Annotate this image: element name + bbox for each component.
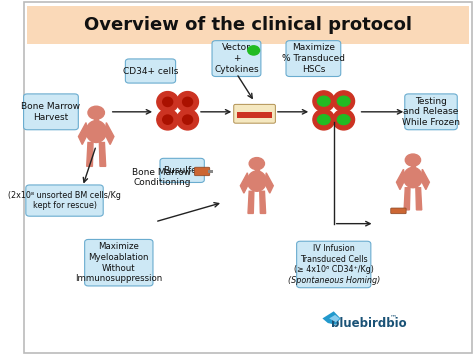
Text: Maximize
% Transduced
HSCs: Maximize % Transduced HSCs xyxy=(282,43,345,74)
Polygon shape xyxy=(79,122,87,144)
Ellipse shape xyxy=(86,121,106,142)
Text: IV Infusion
Transduced Cells
(≥ 4x10⁶ CD34⁺/Kg): IV Infusion Transduced Cells (≥ 4x10⁶ CD… xyxy=(294,244,374,274)
Text: (2x10⁸ unsorted BM cells/Kg
kept for rescue): (2x10⁸ unsorted BM cells/Kg kept for res… xyxy=(8,191,121,211)
Text: Vector
+
Cytokines: Vector + Cytokines xyxy=(214,43,259,74)
Ellipse shape xyxy=(157,109,179,130)
Bar xyxy=(411,162,415,168)
Text: Bone Marrow
Conditioning: Bone Marrow Conditioning xyxy=(132,168,191,187)
Text: Maximize
Myeloablation
Without
Immunosuppression: Maximize Myeloablation Without Immunosup… xyxy=(75,242,163,283)
Circle shape xyxy=(249,158,264,170)
FancyBboxPatch shape xyxy=(391,208,406,214)
Circle shape xyxy=(337,96,350,106)
Polygon shape xyxy=(421,169,429,190)
FancyBboxPatch shape xyxy=(27,6,469,44)
Circle shape xyxy=(88,106,104,119)
Circle shape xyxy=(337,115,350,125)
FancyBboxPatch shape xyxy=(24,94,78,130)
Ellipse shape xyxy=(177,92,199,112)
Polygon shape xyxy=(322,311,340,325)
Text: ™: ™ xyxy=(390,314,397,320)
Ellipse shape xyxy=(182,97,192,106)
Polygon shape xyxy=(100,142,106,166)
FancyBboxPatch shape xyxy=(160,158,204,182)
Circle shape xyxy=(318,96,330,106)
Polygon shape xyxy=(265,173,273,193)
FancyBboxPatch shape xyxy=(405,94,457,130)
Text: Testing
and Release
While Frozen: Testing and Release While Frozen xyxy=(402,97,460,127)
Text: Busulfex: Busulfex xyxy=(163,166,201,175)
Bar xyxy=(237,112,272,118)
Circle shape xyxy=(405,154,420,166)
Ellipse shape xyxy=(163,97,173,106)
Ellipse shape xyxy=(313,109,335,130)
Circle shape xyxy=(248,46,260,55)
Polygon shape xyxy=(416,188,422,210)
Ellipse shape xyxy=(157,92,179,112)
FancyBboxPatch shape xyxy=(85,239,153,286)
Bar xyxy=(209,170,213,173)
Ellipse shape xyxy=(163,115,173,124)
FancyBboxPatch shape xyxy=(126,59,175,83)
Polygon shape xyxy=(240,173,248,193)
Polygon shape xyxy=(329,315,339,322)
Text: Overview of the clinical protocol: Overview of the clinical protocol xyxy=(84,16,412,34)
Text: CD34+ cells: CD34+ cells xyxy=(123,66,178,76)
Polygon shape xyxy=(260,191,265,213)
FancyBboxPatch shape xyxy=(26,185,103,216)
Text: (Spontaneous Homing): (Spontaneous Homing) xyxy=(288,276,380,285)
FancyBboxPatch shape xyxy=(212,41,261,76)
Polygon shape xyxy=(404,188,410,210)
Polygon shape xyxy=(87,142,93,166)
FancyBboxPatch shape xyxy=(297,241,371,288)
Bar xyxy=(255,165,259,171)
Polygon shape xyxy=(248,191,254,213)
Polygon shape xyxy=(396,169,405,190)
FancyBboxPatch shape xyxy=(194,167,210,176)
Text: Bone Marrow
Harvest: Bone Marrow Harvest xyxy=(21,102,81,122)
Polygon shape xyxy=(105,122,114,144)
Ellipse shape xyxy=(403,168,422,188)
Circle shape xyxy=(318,115,330,125)
Ellipse shape xyxy=(247,171,266,191)
FancyBboxPatch shape xyxy=(234,104,275,123)
FancyBboxPatch shape xyxy=(286,41,341,76)
Ellipse shape xyxy=(313,91,335,111)
Ellipse shape xyxy=(182,115,192,124)
Ellipse shape xyxy=(333,91,355,111)
Bar xyxy=(94,115,99,121)
Ellipse shape xyxy=(333,109,355,130)
Ellipse shape xyxy=(177,109,199,130)
Text: bluebirdbio: bluebirdbio xyxy=(331,317,407,329)
